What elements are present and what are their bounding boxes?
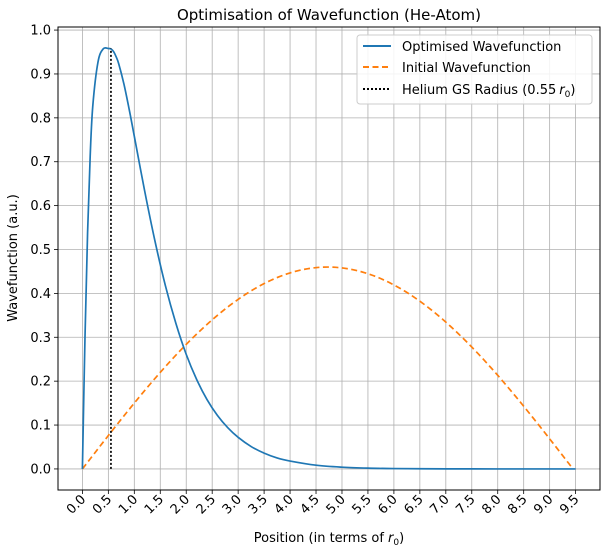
- y-tick-label: 0.2: [30, 375, 51, 390]
- y-tick-label: 0.8: [30, 111, 51, 126]
- legend-label-optimised: Optimised Wavefunction: [402, 40, 561, 55]
- y-tick-label: 0.0: [30, 462, 51, 477]
- x-tick-label: 5.0: [324, 492, 349, 517]
- y-axis-label: Wavefunction (a.u.): [6, 194, 21, 322]
- series-layer: [81, 46, 576, 470]
- optimised-wavefunction-line: [81, 46, 576, 470]
- y-tick-label: 0.1: [30, 419, 51, 434]
- x-axis-label-main: Position (in terms of: [254, 531, 388, 546]
- x-tick-label: 7.0: [427, 492, 452, 517]
- y-tick-label: 0.4: [30, 287, 51, 302]
- y-tick-label: 0.9: [30, 67, 51, 82]
- x-axis-label-symbol: r: [388, 531, 395, 546]
- legend-box: [356, 34, 593, 105]
- x-tick-label: 0.0: [64, 492, 89, 517]
- legend-radius-value: 0.55: [527, 83, 556, 98]
- x-tick-label: 6.5: [401, 492, 426, 517]
- x-axis-label-close: ): [399, 531, 404, 546]
- x-tick-label: 4.0: [272, 492, 297, 517]
- x-tick-label: 3.0: [220, 492, 245, 517]
- x-tick-label: 9.0: [531, 492, 556, 517]
- initial-wavefunction-line: [81, 266, 574, 470]
- chart-title: Optimisation of Wavefunction (He-Atom): [177, 6, 481, 24]
- y-tick-label: 0.3: [30, 331, 51, 346]
- legend-label-radius: Helium GS Radius (0.55 r0): [402, 83, 575, 100]
- plot-frame: [57, 26, 601, 491]
- y-tick-label: 0.5: [30, 243, 51, 258]
- x-tick-label: 5.5: [350, 492, 375, 517]
- x-tick-label: 8.0: [479, 492, 504, 517]
- legend-radius-suffix: ): [570, 83, 575, 98]
- x-axis-label: Position (in terms of r0): [254, 531, 404, 548]
- legend: Optimised Wavefunction Initial Wavefunct…: [356, 34, 593, 105]
- x-tick-label: 4.5: [298, 492, 323, 517]
- legend-label-initial: Initial Wavefunction: [402, 61, 531, 76]
- x-tick-label: 2.0: [168, 492, 193, 517]
- legend-radius-symbol: r: [559, 83, 566, 98]
- legend-radius-sub: 0: [565, 90, 571, 100]
- x-tick-label: 1.0: [116, 492, 141, 517]
- y-tick-label: 0.7: [30, 155, 51, 170]
- y-tick-label: 0.6: [30, 199, 51, 214]
- legend-radius-prefix: Helium GS Radius (: [402, 83, 527, 98]
- y-tick-label: 1.0: [30, 24, 51, 39]
- x-tick-label: 2.5: [194, 492, 219, 517]
- x-tick-label: 6.0: [375, 492, 400, 517]
- x-axis-label-sub: 0: [393, 538, 399, 548]
- x-tick-label: 1.5: [142, 492, 167, 517]
- x-tick-label: 3.5: [246, 492, 271, 517]
- x-tick-label: 0.5: [90, 492, 115, 517]
- x-tick-label: 7.5: [453, 492, 478, 517]
- x-tick-label: 8.5: [505, 492, 530, 517]
- x-tick-label: 9.5: [557, 492, 582, 517]
